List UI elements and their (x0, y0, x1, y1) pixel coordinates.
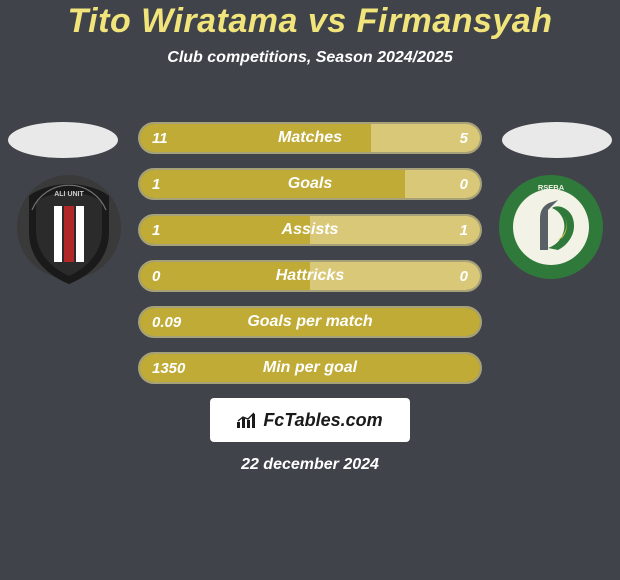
stat-label: Goals per match (200, 313, 420, 331)
svg-text:RSEBA: RSEBA (538, 183, 565, 192)
crest-left-icon: ALI UNIT (14, 172, 124, 292)
stat-label: Assists (200, 221, 420, 239)
stat-row: 0.09Goals per match (138, 306, 482, 338)
stat-value-right: 5 (420, 130, 480, 147)
page-title: Tito Wiratama vs Firmansyah (0, 2, 620, 41)
stat-label: Min per goal (200, 359, 420, 377)
team-crest-right: RSEBA (496, 172, 606, 292)
stats-table: 11Matches51Goals01Assists10Hattricks00.0… (138, 122, 482, 398)
stat-label: Goals (200, 175, 420, 193)
stat-row: 1Assists1 (138, 214, 482, 246)
subtitle: Club competitions, Season 2024/2025 (0, 49, 620, 67)
stat-row: 1Goals0 (138, 168, 482, 200)
branding-text: FcTables.com (263, 410, 382, 431)
stat-value-left: 1350 (140, 360, 200, 377)
stat-row: 1350Min per goal (138, 352, 482, 384)
shadow-ellipse-left (8, 122, 118, 158)
stat-value-left: 1 (140, 176, 200, 193)
branding-badge: FcTables.com (210, 398, 410, 442)
stat-value-left: 11 (140, 130, 200, 147)
stat-value-left: 0.09 (140, 314, 200, 331)
stat-value-left: 0 (140, 268, 200, 285)
chart-icon (237, 412, 257, 428)
stat-row: 0Hattricks0 (138, 260, 482, 292)
stat-value-right: 0 (420, 268, 480, 285)
crest-right-icon: RSEBA (496, 172, 606, 292)
stat-label: Hattricks (200, 267, 420, 285)
team-crest-left: ALI UNIT (14, 172, 124, 292)
stat-value-left: 1 (140, 222, 200, 239)
stat-value-right: 0 (420, 176, 480, 193)
stat-label: Matches (200, 129, 420, 147)
date-text: 22 december 2024 (0, 456, 620, 474)
shadow-ellipse-right (502, 122, 612, 158)
stat-value-right: 1 (420, 222, 480, 239)
stat-row: 11Matches5 (138, 122, 482, 154)
svg-text:ALI UNIT: ALI UNIT (54, 191, 84, 198)
